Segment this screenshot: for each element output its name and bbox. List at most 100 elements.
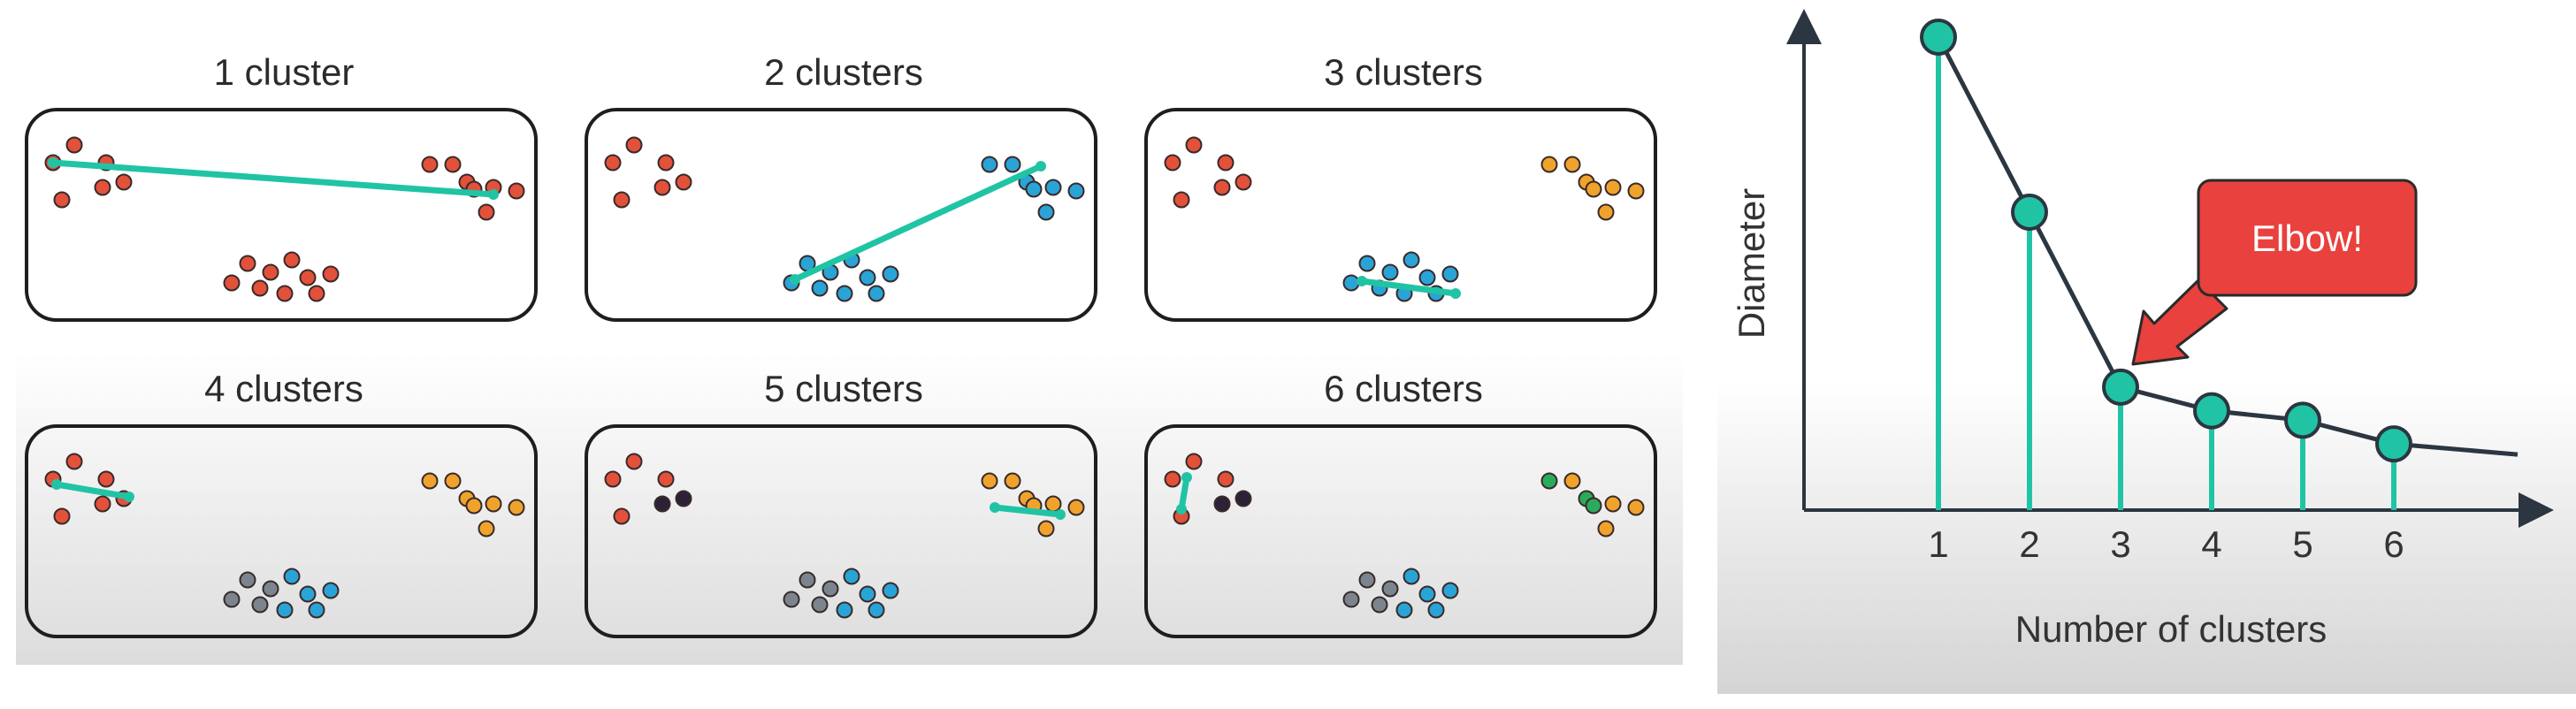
data-point [675, 490, 692, 507]
data-point [1627, 499, 1645, 516]
panel-title: 3 clusters [1324, 51, 1483, 93]
data-point [251, 279, 269, 297]
data-point [1234, 490, 1252, 507]
data-point [115, 173, 133, 191]
diameter-endpoint [1036, 161, 1046, 172]
data-point [1217, 470, 1234, 488]
data-point [262, 580, 279, 598]
data-point [262, 263, 279, 281]
x-axis-label: Number of clusters [2015, 608, 2327, 650]
data-point [223, 274, 241, 292]
data-point [1213, 179, 1231, 196]
panel-title: 4 clusters [204, 368, 363, 409]
callout-box [2197, 179, 2418, 297]
data-point [799, 571, 816, 589]
panel-title: 5 clusters [764, 368, 923, 409]
data-point [1358, 571, 1376, 589]
data-point [1418, 269, 1436, 286]
data-point [1004, 472, 1021, 490]
diameter-line [991, 504, 1064, 518]
panel-points [604, 453, 1085, 619]
data-point [843, 568, 860, 585]
data-point [859, 269, 876, 286]
data-point [657, 154, 675, 172]
cluster-panel [25, 424, 538, 638]
data-point [1597, 520, 1615, 537]
callout-arrow-icon [2131, 278, 2228, 366]
data-point [1067, 499, 1085, 516]
data-point [1381, 580, 1399, 598]
cluster-panel [1144, 108, 1657, 322]
x-tick-label: 3 [2110, 523, 2130, 565]
data-point [1037, 520, 1055, 537]
diameter-endpoint [790, 274, 800, 285]
diameter-line [53, 481, 133, 500]
chart-point [2375, 425, 2412, 463]
data-point [882, 582, 899, 599]
data-point [613, 507, 631, 525]
data-point [836, 285, 853, 302]
data-point [421, 472, 439, 490]
data-point [1403, 251, 1420, 269]
data-point [1025, 180, 1043, 198]
data-point [1173, 191, 1190, 209]
x-tick-label: 2 [2019, 523, 2039, 565]
data-point [239, 571, 256, 589]
panel-points [604, 136, 1085, 302]
data-point [299, 269, 317, 286]
chart-point [2284, 401, 2321, 439]
data-point [1358, 255, 1376, 272]
chart-point [2193, 392, 2230, 430]
x-tick-label: 4 [2201, 523, 2221, 565]
data-point [868, 601, 885, 619]
data-point [97, 470, 115, 488]
diameter-line [50, 159, 497, 198]
data-point [299, 585, 317, 603]
chart-point [2011, 193, 2048, 231]
data-point [283, 251, 301, 269]
data-point [94, 495, 111, 513]
data-point [654, 179, 671, 196]
data-point [811, 596, 829, 614]
y-axis-label: Diameter [1731, 188, 1772, 339]
data-point [836, 601, 853, 619]
data-point [654, 495, 671, 513]
data-point [1381, 263, 1399, 281]
data-point [981, 472, 998, 490]
chart-point [1920, 19, 1957, 56]
data-point [322, 265, 340, 283]
diameter-line [1358, 278, 1459, 297]
diameter-endpoint [124, 492, 134, 502]
data-point [1213, 495, 1231, 513]
data-point [675, 173, 692, 191]
data-point [1234, 173, 1252, 191]
data-point [1441, 265, 1459, 283]
chart-marks: 1 2 3 4 5 6 [1920, 19, 2519, 565]
data-point [1540, 156, 1558, 173]
data-point [223, 591, 241, 608]
data-point [604, 470, 622, 488]
data-point [1627, 182, 1645, 200]
panel-points [44, 453, 525, 619]
x-tick-label: 1 [1928, 523, 1948, 565]
data-point [65, 136, 83, 154]
data-point [1604, 495, 1622, 513]
panel-points [1164, 136, 1645, 302]
data-point [1371, 596, 1388, 614]
panel-points [44, 136, 525, 302]
data-point [1067, 182, 1085, 200]
data-point [251, 596, 269, 614]
data-point [1418, 585, 1436, 603]
diameter-endpoint [51, 479, 62, 490]
data-point [604, 154, 622, 172]
data-point [53, 191, 71, 209]
diameter-endpoint [1181, 472, 1192, 483]
data-point [478, 203, 495, 221]
data-point [53, 507, 71, 525]
data-point [1164, 154, 1181, 172]
data-point [1395, 601, 1413, 619]
data-point [822, 580, 839, 598]
data-point [1563, 156, 1581, 173]
data-point [308, 601, 325, 619]
diameter-line [791, 163, 1044, 283]
